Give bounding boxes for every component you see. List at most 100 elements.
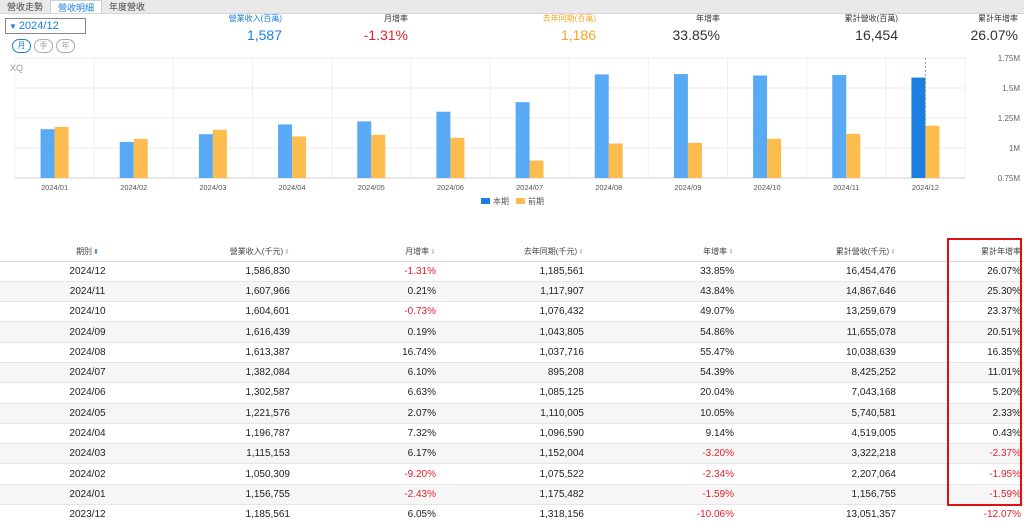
period-select[interactable]: ▼ 2024/12	[5, 18, 86, 34]
table-row[interactable]: 2024/02 1,050,309 -9.20% 1,075,522 -2.34% 2,2…	[0, 463, 1024, 485]
table-cell: 2024/07	[0, 362, 178, 384]
column-header[interactable]: 去年同期(千元)⬍	[439, 243, 587, 262]
bar-current	[278, 124, 293, 178]
table-row[interactable]: 2024/05 1,221,576 2.07% 1,110,005 10.05% 5,74…	[0, 403, 1024, 424]
sort-icon[interactable]: ⬍	[578, 249, 584, 257]
table-cell: 8,425,252	[737, 362, 899, 384]
table-cell: 2023/12	[0, 504, 178, 522]
table-cell: 1,586,830	[178, 261, 293, 282]
table-cell: 895,208	[439, 362, 587, 384]
column-header-label: 年增率	[703, 247, 728, 257]
table-cell: -10.06%	[587, 504, 737, 522]
table-cell: 2024/04	[0, 423, 178, 445]
sort-icon[interactable]: ⬍	[430, 249, 436, 257]
table-cell: 43.84%	[587, 281, 737, 303]
bar-current	[594, 74, 609, 178]
table-row[interactable]: 2024/08 1,613,387 16.74% 1,037,716 55.47% 10,…	[0, 342, 1024, 363]
table-cell: 55.47%	[587, 342, 737, 363]
table-cell: 2024/11	[0, 281, 178, 303]
pill-quarter[interactable]: 季	[34, 39, 53, 53]
y-tick-label: 1.25M	[998, 114, 1021, 123]
column-header-label: 期別	[76, 247, 93, 257]
tab-annual-revenue[interactable]: 年度營收	[109, 2, 146, 12]
tab-revenue-trend[interactable]: 營收走勢	[7, 2, 44, 12]
table-cell: 6.05%	[293, 504, 439, 522]
table-cell: 2.07%	[293, 403, 439, 424]
table-row[interactable]: 2024/10 1,604,601 -0.73% 1,076,432 49.07% 13,…	[0, 301, 1024, 323]
table-cell: 1,076,432	[439, 301, 587, 323]
table-row[interactable]: 2023/12 1,185,561 6.05% 1,318,156 -10.06% 13,…	[0, 504, 1024, 522]
summary-label: 累計年增率	[978, 14, 1018, 23]
x-tick-label: 2024/07	[516, 183, 543, 192]
bar-previous	[925, 125, 940, 178]
table-cell: 10,038,639	[737, 342, 899, 363]
legend-swatch-current	[481, 198, 490, 204]
table-cell: 14,867,646	[737, 281, 899, 303]
table-row[interactable]: 2024/09 1,616,439 0.19% 1,043,805 54.86% 11,6…	[0, 321, 1024, 343]
column-header-label: 去年同期(千元)	[523, 247, 578, 257]
table-cell: 1,156,755	[178, 484, 293, 506]
summary-label: 累計營收(百萬)	[844, 14, 898, 23]
sort-icon[interactable]: ⬍	[890, 249, 896, 257]
summary-value: 33.85%	[672, 27, 720, 43]
table-cell: 7.32%	[293, 423, 439, 445]
table-row[interactable]: 2024/12 1,586,830 -1.31% 1,185,561 33.85% 16,…	[0, 261, 1024, 282]
table-cell: 1,037,716	[439, 342, 587, 363]
bar-previous	[212, 129, 227, 178]
column-header[interactable]: 累計年增率	[899, 243, 1024, 262]
table-cell: -12.07%	[899, 504, 1024, 522]
y-tick-label: 1M	[1009, 144, 1020, 153]
tab-revenue-detail[interactable]: 營收明細	[50, 0, 103, 13]
table-cell: 0.19%	[293, 321, 439, 343]
table-cell: 1,043,805	[439, 321, 587, 343]
table-cell: 6.10%	[293, 362, 439, 384]
table-cell: -2.37%	[899, 443, 1024, 465]
bar-previous	[133, 138, 148, 178]
table-row[interactable]: 2024/01 1,156,755 -2.43% 1,175,482 -1.59% 1,1…	[0, 484, 1024, 506]
table-cell: 16.35%	[899, 342, 1024, 363]
summary-revenue: 營業收入(百萬) 1,587	[180, 14, 282, 44]
revenue-table: 期別⬍ 營業收入(千元)⬍ 月增率⬍ 去年同期(千元)⬍ 年增率⬍ 累計營收(千元)⬍ 累計…	[0, 243, 1024, 522]
table-cell: 1,115,153	[178, 443, 293, 465]
table-row[interactable]: 2024/11 1,607,966 0.21% 1,117,907 43.84% 14,8…	[0, 281, 1024, 303]
chart-watermark: XQ	[10, 63, 23, 73]
table-cell: 16.74%	[293, 342, 439, 363]
table-cell: 2,207,064	[737, 463, 899, 485]
y-tick-label: 1.75M	[998, 54, 1021, 63]
table-cell: 16,454,476	[737, 261, 899, 282]
bar-current	[198, 134, 213, 178]
summary-label: 月增率	[384, 14, 408, 23]
table-cell: 25.30%	[899, 281, 1024, 303]
summary-mom: 月增率 -1.31%	[310, 14, 408, 44]
table-row[interactable]: 2024/03 1,115,153 6.17% 1,152,004 -3.20% 3,32…	[0, 443, 1024, 465]
summary-value: 1,186	[560, 27, 596, 43]
table-cell: 20.04%	[587, 382, 737, 404]
period-pills: 月 季 年	[12, 39, 75, 53]
sort-icon[interactable]: ⬍	[728, 249, 734, 257]
column-header[interactable]: 年增率⬍	[587, 243, 737, 262]
table-cell: 1,616,439	[178, 321, 293, 343]
sort-icon[interactable]: ⬍	[93, 249, 99, 257]
bar-current	[911, 77, 926, 178]
bar-current	[436, 111, 451, 178]
y-tick-label: 0.75M	[998, 174, 1021, 183]
pill-year[interactable]: 年	[56, 39, 75, 53]
column-header[interactable]: 累計營收(千元)⬍	[737, 243, 899, 262]
column-header[interactable]: 月增率⬍	[293, 243, 439, 262]
table-cell: 2024/02	[0, 463, 178, 485]
bar-previous	[54, 126, 69, 178]
x-tick-label: 2024/11	[833, 183, 860, 192]
x-tick-label: 2024/10	[754, 183, 781, 192]
sort-icon[interactable]: ⬍	[284, 249, 290, 257]
table-cell: 1,117,907	[439, 281, 587, 303]
pill-month[interactable]: 月	[12, 39, 31, 53]
table-row[interactable]: 2024/04 1,196,787 7.32% 1,096,590 9.14% 4,519…	[0, 423, 1024, 445]
table-row[interactable]: 2024/07 1,382,084 6.10% 895,208 54.39% 8,425,…	[0, 362, 1024, 384]
column-header[interactable]: 營業收入(千元)⬍	[178, 243, 293, 262]
table-row[interactable]: 2024/06 1,302,587 6.63% 1,085,125 20.04% 7,04…	[0, 382, 1024, 404]
table-cell: 2024/12	[0, 261, 178, 282]
column-header-label: 累計營收(千元)	[835, 247, 890, 257]
table-cell: 5,740,581	[737, 403, 899, 424]
x-tick-label: 2024/06	[437, 183, 464, 192]
column-header[interactable]: 期別⬍	[0, 243, 178, 262]
